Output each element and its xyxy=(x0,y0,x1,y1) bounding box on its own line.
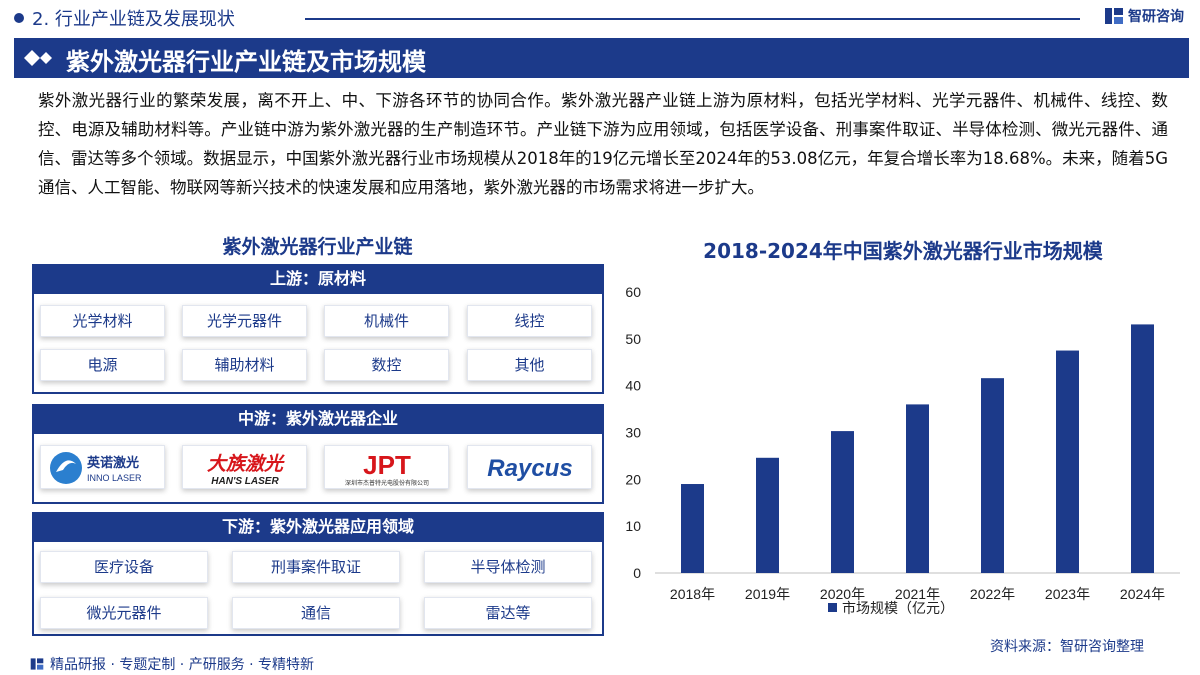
hans-laser-en: HAN'S LASER xyxy=(211,476,279,487)
x-tick-label: 2020年 xyxy=(820,586,865,602)
page-title: 紫外激光器行业产业链及市场规模 xyxy=(66,48,426,76)
upstream-item: 光学材料 xyxy=(40,305,165,337)
brand: 智研咨询 xyxy=(1104,6,1184,26)
legend-label: 市场规模（亿元） xyxy=(842,600,954,616)
bar xyxy=(1056,350,1079,573)
chart-title: 2018-2024年中国紫外激光器行业市场规模 xyxy=(703,239,1103,263)
downstream-item: 刑事案件取证 xyxy=(232,551,400,583)
upstream-item: 辅助材料 xyxy=(182,349,307,381)
upstream-item: 电源 xyxy=(40,349,165,381)
y-tick-label: 20 xyxy=(625,471,641,487)
upstream-item: 机械件 xyxy=(324,305,449,337)
upstream-item: 数控 xyxy=(324,349,449,381)
legend-swatch xyxy=(828,603,837,612)
brand-logo-icon xyxy=(1105,8,1123,24)
bar xyxy=(1131,324,1154,573)
bar xyxy=(831,431,854,573)
raycus-name: Raycus xyxy=(487,455,572,482)
y-tick-label: 50 xyxy=(625,331,641,347)
x-tick-label: 2024年 xyxy=(1120,586,1165,602)
jpt-name: JPT xyxy=(363,450,411,480)
raycus-logo: Raycus xyxy=(467,445,592,489)
x-tick-label: 2018年 xyxy=(670,586,715,602)
jpt-logo-graphic: JPT 深圳市杰普特光电股份有限公司 xyxy=(345,450,429,487)
section-dot-icon xyxy=(14,13,24,23)
bar xyxy=(756,457,779,573)
section-divider xyxy=(305,18,1080,20)
y-tick-label: 40 xyxy=(625,378,641,394)
inno-laser-cn: 英诺激光 xyxy=(86,455,139,470)
jpt-company: 深圳市杰普特光电股份有限公司 xyxy=(345,479,429,487)
y-tick-label: 10 xyxy=(625,518,641,534)
hans-laser-logo-graphic: 大族激光 HAN'S LASER xyxy=(207,453,285,487)
downstream-item: 雷达等 xyxy=(424,597,592,629)
source-note: 资料来源：智研咨询整理 xyxy=(990,639,1144,655)
chain-title: 紫外激光器行业产业链 xyxy=(222,236,413,258)
upstream-head: 上游：原材料 xyxy=(32,264,604,294)
y-tick-label: 60 xyxy=(625,284,641,300)
upstream-item: 其他 xyxy=(467,349,592,381)
diamond-arrow-icon xyxy=(24,50,52,66)
hans-laser-logo: 大族激光 HAN'S LASER xyxy=(182,445,307,489)
section-heading: 2. 行业产业链及发展现状 xyxy=(32,9,235,30)
downstream-head: 下游：紫外激光器应用领域 xyxy=(32,512,604,542)
raycus-logo-graphic: Raycus xyxy=(487,455,572,482)
bar xyxy=(906,404,929,573)
title-banner: 紫外激光器行业产业链及市场规模 xyxy=(14,38,1189,78)
y-tick-label: 0 xyxy=(633,565,641,581)
intro-paragraph: 紫外激光器行业的繁荣发展，离不开上、中、下游各环节的协同合作。紫外激光器产业链上… xyxy=(38,91,1168,197)
x-tick-label: 2019年 xyxy=(745,586,790,602)
x-tick-label: 2022年 xyxy=(970,586,1015,602)
top-bar: 2. 行业产业链及发展现状 智研咨询 xyxy=(0,0,1200,36)
upstream-item: 光学元器件 xyxy=(182,305,307,337)
bar xyxy=(681,484,704,573)
downstream-item: 通信 xyxy=(232,597,400,629)
downstream-item: 医疗设备 xyxy=(40,551,208,583)
inno-laser-logo: 英诺激光 INNO LASER xyxy=(40,445,165,489)
downstream-item: 微光元器件 xyxy=(40,597,208,629)
market-size-bar-chart: 0 10 20 30 40 50 60 2018年 2019年 2020年 2021年 2022年 20… xyxy=(625,284,1180,616)
upstream-item: 线控 xyxy=(467,305,592,337)
footer-tagline: 精品研报 · 专题定制 · 产研服务 · 专精特新 xyxy=(50,657,315,673)
inno-laser-en: INNO LASER xyxy=(87,473,142,483)
footer: 精品研报 · 专题定制 · 产研服务 · 专精特新 xyxy=(30,654,314,674)
x-tick-label: 2023年 xyxy=(1045,586,1090,602)
bar xyxy=(981,378,1004,573)
brand-name: 智研咨询 xyxy=(1128,9,1184,25)
x-tick-label: 2021年 xyxy=(895,586,940,602)
hans-laser-cn: 大族激光 xyxy=(207,453,285,475)
downstream-item: 半导体检测 xyxy=(424,551,592,583)
y-tick-label: 30 xyxy=(625,425,641,441)
jpt-logo: JPT 深圳市杰普特光电股份有限公司 xyxy=(324,445,449,489)
inno-laser-logo-graphic: 英诺激光 INNO LASER xyxy=(50,452,142,484)
footer-logo-icon xyxy=(30,658,44,670)
midstream-head: 中游：紫外激光器企业 xyxy=(32,404,604,434)
